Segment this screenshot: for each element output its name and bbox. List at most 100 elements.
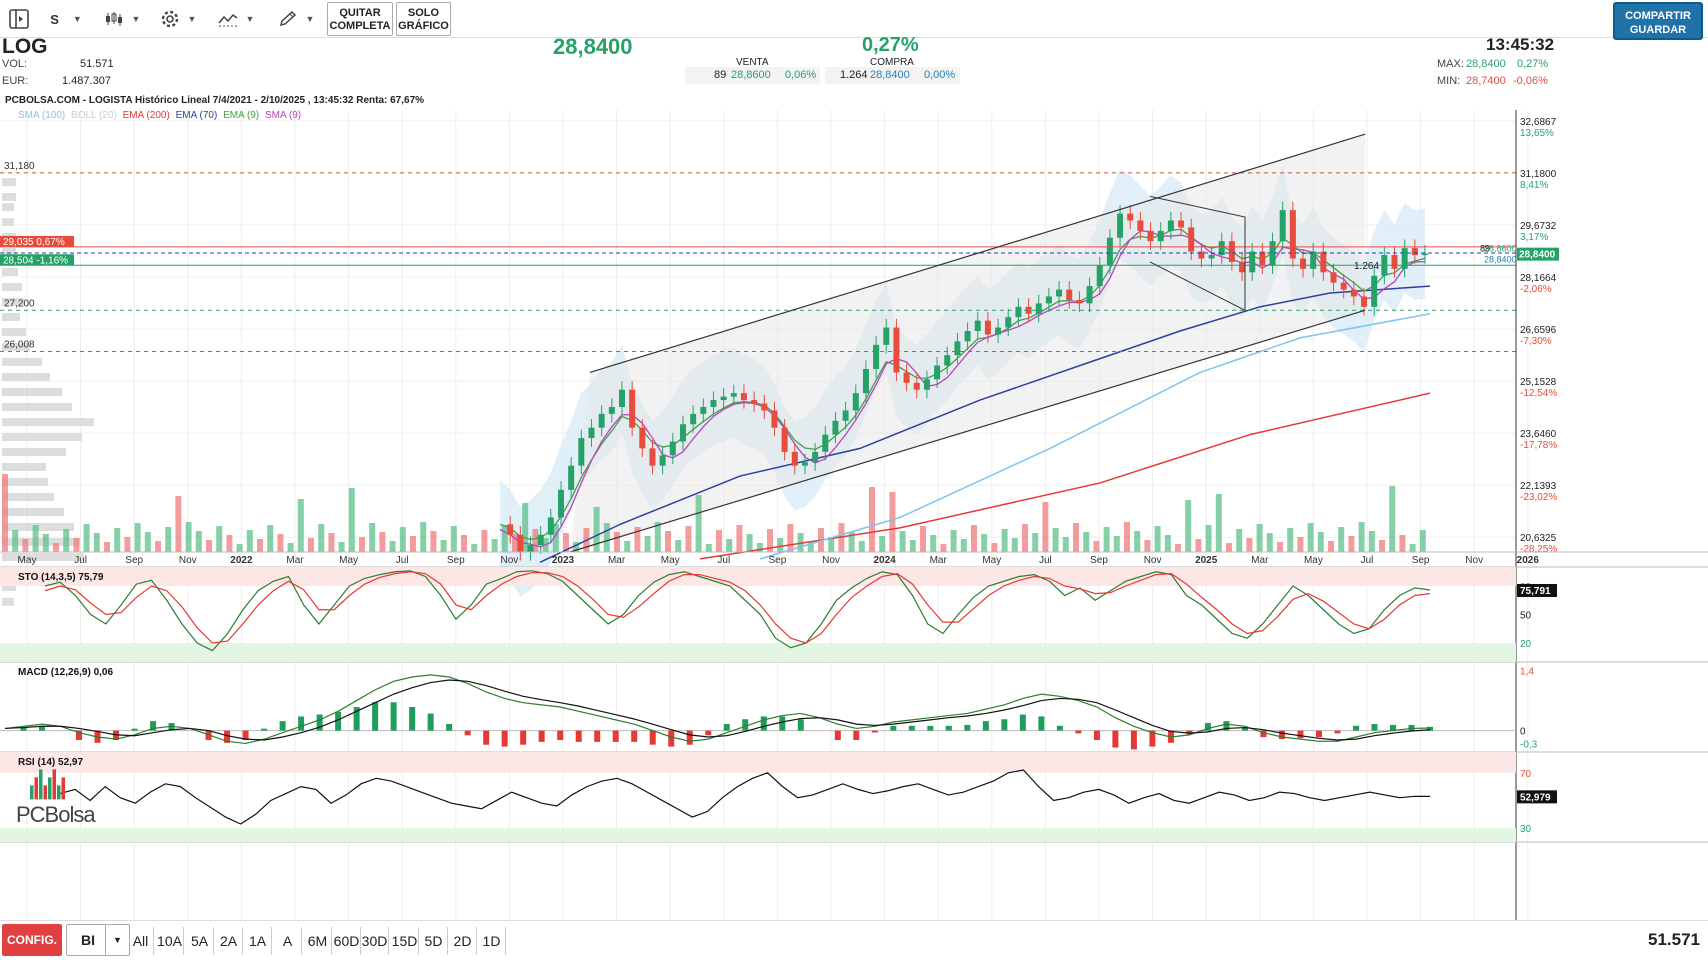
macd-histogram-bar xyxy=(631,730,638,742)
volume-bar xyxy=(777,538,784,552)
candle-body xyxy=(588,427,595,439)
eur-value: 1.487.307 xyxy=(62,75,111,87)
y-tick-label: 22,1393 xyxy=(1520,481,1557,492)
volume-bar xyxy=(1256,524,1263,552)
candle-body xyxy=(1310,251,1317,269)
chart-svg[interactable]: 31,180 29,035 0,67% 28,504 -1,16% 27,200 26,… xyxy=(0,102,1708,920)
x-tick-label: May xyxy=(982,555,1001,566)
volume-bar xyxy=(1175,544,1181,552)
range-button-1d[interactable]: 1D xyxy=(478,927,506,955)
range-button-1a[interactable]: 1A xyxy=(244,927,272,955)
volume-bar xyxy=(909,540,916,552)
legend-boll[interactable]: BOLL (20) xyxy=(71,110,117,121)
range-button-all[interactable]: All xyxy=(128,927,154,955)
rsi-overbought-zone xyxy=(0,752,1516,773)
candle-body xyxy=(710,400,717,407)
drawing-tools-menu[interactable]: ▼ xyxy=(274,6,318,32)
logo-bar xyxy=(30,785,34,800)
volume-bar xyxy=(767,529,773,552)
oversold-zone xyxy=(0,643,1516,662)
bottom-bar: CONFIG. BI ▼ All 10A 5A 2A 1A A 6M 60D 30D 15D 5D 2D… xyxy=(0,920,1708,960)
volume-bar xyxy=(654,522,661,552)
legend-sma9[interactable]: SMA (9) xyxy=(264,110,302,121)
volume-bar xyxy=(83,524,90,552)
candle-body xyxy=(913,382,920,390)
range-button-30d[interactable]: 30D xyxy=(361,927,389,955)
macd-histogram-bar xyxy=(1019,714,1026,731)
x-tick-label: Mar xyxy=(930,555,948,566)
trendline-upper xyxy=(589,133,1366,374)
settings-menu[interactable]: ▼ xyxy=(156,6,200,32)
range-button-a[interactable]: A xyxy=(274,927,302,955)
legend-ema200[interactable]: EMA (200) xyxy=(122,110,170,121)
volume-bar xyxy=(348,488,355,552)
config-button[interactable]: CONFIG. xyxy=(2,924,62,956)
price-level-tag xyxy=(0,235,74,247)
legend-sma100[interactable]: SMA (100) xyxy=(18,110,66,121)
range-button-6m[interactable]: 6M xyxy=(304,927,332,955)
volume-profile-bar xyxy=(2,388,62,396)
volume-bar xyxy=(491,539,498,552)
range-button-15d[interactable]: 15D xyxy=(391,927,419,955)
volume-bar xyxy=(185,522,192,552)
x-tick-label: Jul xyxy=(1361,555,1374,566)
legend-ema70[interactable]: EMA (70) xyxy=(175,110,218,121)
candle-body xyxy=(974,320,981,331)
solo-grafico-button[interactable]: SOLO GRÁFICO xyxy=(396,2,451,36)
volume-bar xyxy=(1164,535,1171,552)
macd-histogram-bar xyxy=(557,730,564,740)
x-tick-label: Jul xyxy=(1039,555,1052,566)
volume-bar xyxy=(338,542,345,552)
indicators-menu[interactable]: ▼ xyxy=(214,6,258,32)
candle-body xyxy=(1076,299,1083,304)
range-button-60d[interactable]: 60D xyxy=(333,927,361,955)
top-toolbar: S ▼ ▼ ▼ ▼ ▼ QUITAR COMPLETA SOLO GRÁFICO CO… xyxy=(0,0,1708,40)
macd-histogram-bar xyxy=(1223,721,1230,731)
interval-select[interactable]: BI ▼ xyxy=(66,924,130,956)
candle-body xyxy=(1005,317,1012,328)
volume-bar xyxy=(1073,523,1079,552)
volume-bar xyxy=(175,496,182,552)
volume-profile-bar xyxy=(2,448,66,456)
candle-body xyxy=(1157,230,1164,242)
quote-header: LOG VOL: 51.571 EUR: 1.487.307 28,8400 0… xyxy=(0,34,1708,100)
macd-histogram-bar xyxy=(446,723,453,731)
volume-profile-bar xyxy=(2,298,24,306)
sidebar-toggle-icon[interactable] xyxy=(6,6,32,32)
candle-body xyxy=(547,517,554,535)
venta-qty: 89 xyxy=(714,69,727,81)
candle-body xyxy=(751,400,758,404)
range-button-2a[interactable]: 2A xyxy=(215,927,243,955)
range-button-5d[interactable]: 5D xyxy=(420,927,448,955)
symbol-selector[interactable]: S ▼ xyxy=(46,6,86,32)
volume-bar xyxy=(440,540,447,552)
pencil-icon xyxy=(279,10,296,27)
range-button-2d[interactable]: 2D xyxy=(449,927,477,955)
quitar-label-line2: COMPLETA xyxy=(329,20,391,32)
range-button-10a[interactable]: 10A xyxy=(156,927,184,955)
candle-body xyxy=(1330,272,1337,283)
chevron-down-icon: ▼ xyxy=(72,14,82,24)
volume-bar xyxy=(828,537,835,552)
volume-bar xyxy=(410,536,416,552)
chevron-down-icon[interactable]: ▼ xyxy=(105,925,129,955)
volume-bar xyxy=(277,534,284,552)
macd-histogram-bar xyxy=(723,723,730,731)
macd-histogram-bar xyxy=(1056,725,1063,731)
candle-body xyxy=(1045,296,1052,304)
eur-label: EUR: xyxy=(2,75,29,87)
candle-body xyxy=(1279,210,1286,242)
chart-area[interactable]: 31,180 29,035 0,67% 28,504 -1,16% 27,200 26,… xyxy=(0,95,1708,920)
range-button-5a[interactable]: 5A xyxy=(186,927,214,955)
volume-bar xyxy=(124,537,131,552)
candle-body xyxy=(893,327,900,373)
quitar-completa-button[interactable]: QUITAR COMPLETA xyxy=(327,2,393,36)
share-save-button[interactable]: COMPARTIR GUARDAR xyxy=(1613,2,1703,40)
chart-type-selector[interactable]: ▼ xyxy=(100,6,144,32)
volume-bar xyxy=(634,527,641,552)
volume-bar xyxy=(104,542,110,552)
volume-bar xyxy=(1113,536,1120,552)
price-level-tag xyxy=(0,254,74,266)
volume-bar xyxy=(1134,531,1141,552)
legend-ema9[interactable]: EMA (9) xyxy=(223,110,260,121)
